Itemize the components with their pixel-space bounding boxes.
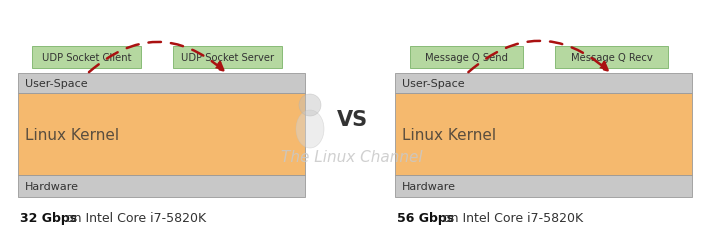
Text: Linux Kernel: Linux Kernel bbox=[402, 127, 496, 142]
Text: Hardware: Hardware bbox=[25, 181, 79, 191]
Text: Hardware: Hardware bbox=[402, 181, 456, 191]
Bar bbox=[395, 74, 692, 94]
Bar bbox=[410, 47, 523, 69]
Text: User-Space: User-Space bbox=[25, 79, 87, 89]
Text: Message Q Recv: Message Q Recv bbox=[571, 53, 652, 63]
Text: The Linux Channel: The Linux Channel bbox=[281, 150, 423, 165]
Bar bbox=[173, 47, 282, 69]
Ellipse shape bbox=[296, 111, 324, 148]
Text: UDP Socket Client: UDP Socket Client bbox=[42, 53, 131, 63]
Bar bbox=[555, 47, 668, 69]
Bar bbox=[395, 94, 692, 175]
Text: UDP Socket Server: UDP Socket Server bbox=[181, 53, 274, 63]
Bar bbox=[395, 175, 692, 197]
Text: 32 Gbps: 32 Gbps bbox=[20, 211, 77, 224]
Text: Linux Kernel: Linux Kernel bbox=[25, 127, 119, 142]
Circle shape bbox=[299, 95, 321, 117]
Text: on Intel Core i7-5820K: on Intel Core i7-5820K bbox=[439, 211, 583, 224]
Text: User-Space: User-Space bbox=[402, 79, 464, 89]
Bar bbox=[18, 175, 305, 197]
Text: 56 Gbps: 56 Gbps bbox=[397, 211, 454, 224]
Bar bbox=[18, 94, 305, 175]
Text: Message Q Send: Message Q Send bbox=[425, 53, 508, 63]
Bar bbox=[33, 47, 141, 69]
Text: on Intel Core i7-5820K: on Intel Core i7-5820K bbox=[62, 211, 206, 224]
Text: VS: VS bbox=[337, 109, 368, 129]
Bar bbox=[18, 74, 305, 94]
